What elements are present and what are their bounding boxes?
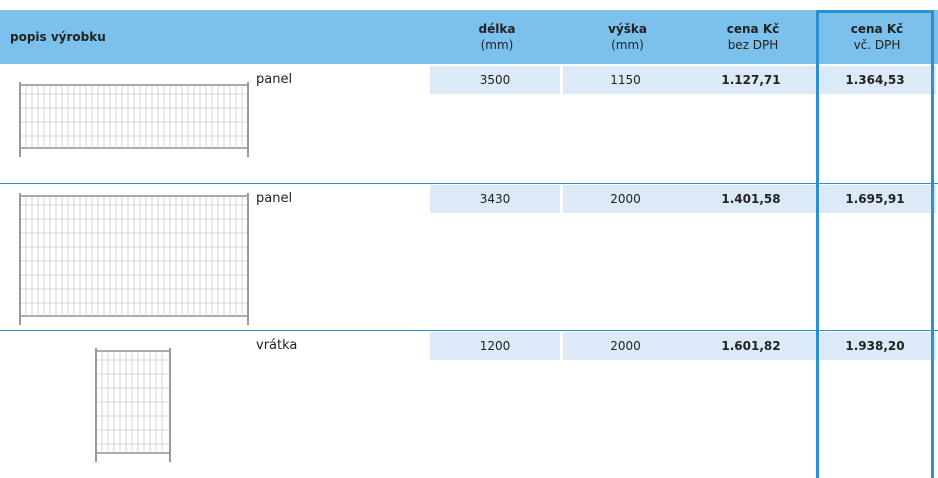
value: 3500 [479,73,511,87]
header-cell: délka (mm) [432,10,562,64]
value-cell: 1.938,20 [814,332,936,360]
table-row: vrátka 1200 2000 1.601,82 1.938,20 [0,330,938,478]
header-sub: vč. DPH [853,38,901,52]
value: 1.127,71 [721,73,781,87]
value: 1150 [610,73,641,87]
header-label: popis výrobku [10,30,106,44]
value: 2000 [610,339,641,353]
header-cell: výška (mm) [565,10,690,64]
product-image [19,82,249,157]
value-cell: 3430 [430,185,560,213]
value: 1.695,91 [845,192,905,206]
value: 1.401,58 [721,192,781,206]
product-name: vrátka [256,338,298,353]
row-separator [0,183,938,184]
value: 1.601,82 [721,339,781,353]
table-row: panel 3430 2000 1.401,58 1.695,91 [0,183,938,330]
product-name: panel [256,72,293,87]
header-label: cena Kč [726,22,780,36]
header-sub: bez DPH [727,38,779,52]
value: 1.938,20 [845,339,905,353]
header-label: výška [608,22,647,36]
product-image [95,348,171,462]
table-row: panel 3500 1150 1.127,71 1.364,53 [0,64,938,183]
product-image [19,193,249,325]
value: 1200 [479,339,511,353]
value-cell: 1.601,82 [688,332,814,360]
value-cell: 3500 [430,66,560,94]
header-cell: cena Kč vč. DPH [816,10,938,64]
header-cell: popis výrobku [10,10,430,64]
header-label: cena Kč [850,22,904,36]
value-cell: 1.695,91 [814,185,936,213]
header-sub: (mm) [611,38,644,52]
header-cell: cena Kč bez DPH [690,10,816,64]
value-cell: 1200 [430,332,560,360]
value: 1.364,53 [845,73,905,87]
value-cell: 1.127,71 [688,66,814,94]
value: 2000 [610,192,641,206]
value-cell: 2000 [563,332,688,360]
value-cell: 2000 [563,185,688,213]
header-label: délka [478,22,516,36]
row-separator [0,330,938,331]
value-cell: 1.364,53 [814,66,936,94]
value-cell: 1150 [563,66,688,94]
value-cell: 1.401,58 [688,185,814,213]
header-bar [0,10,938,64]
product-name: panel [256,191,293,206]
header-sub: (mm) [480,38,514,52]
highlight-column [816,10,934,478]
value: 3430 [479,192,511,206]
